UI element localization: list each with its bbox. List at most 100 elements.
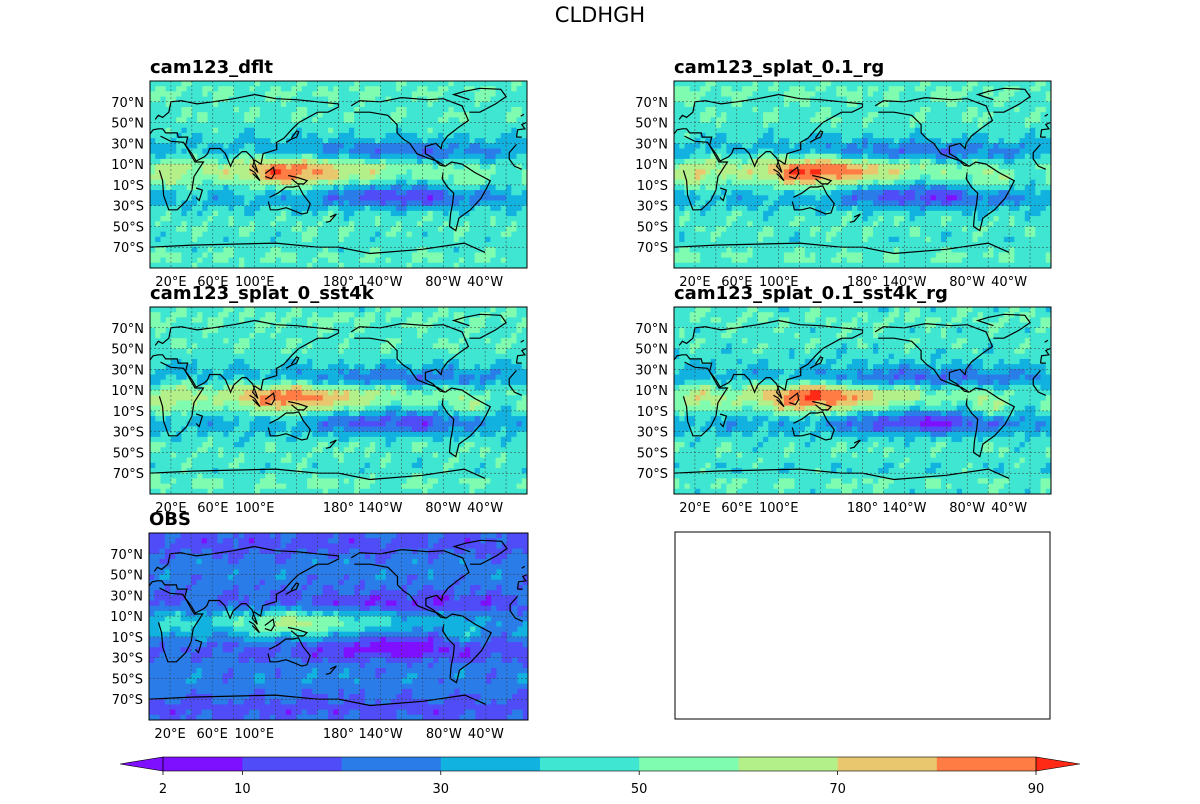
heatmap-cell — [763, 164, 769, 170]
heatmap-cell — [506, 226, 512, 232]
heatmap-cell — [857, 97, 863, 103]
heatmap-cell — [239, 190, 245, 196]
heatmap-cell — [407, 149, 413, 155]
heatmap-cell — [339, 258, 345, 264]
heatmap-cell — [260, 206, 266, 212]
heatmap-cell — [904, 211, 910, 217]
heatmap-cell — [700, 86, 706, 92]
heatmap-cell — [349, 185, 355, 191]
heatmap-cell — [223, 112, 229, 118]
heatmap-cell — [448, 258, 454, 264]
heatmap-cell — [412, 128, 418, 134]
heatmap-cell — [726, 138, 732, 144]
heatmap-cell — [490, 211, 496, 217]
heatmap-cell — [323, 237, 329, 243]
heatmap-cell — [857, 86, 863, 92]
heatmap-cell — [155, 237, 161, 243]
heatmap-cell — [967, 117, 973, 123]
heatmap-cell — [181, 185, 187, 191]
heatmap-cell — [936, 164, 942, 170]
heatmap-cell — [448, 149, 454, 155]
heatmap-cell — [428, 138, 434, 144]
heatmap-cell — [339, 206, 345, 212]
heatmap-cell — [873, 128, 879, 134]
heatmap-cell — [244, 128, 250, 134]
heatmap-cell — [674, 226, 680, 232]
heatmap-cell — [344, 154, 350, 160]
heatmap-cell — [265, 258, 271, 264]
heatmap-cell — [763, 226, 769, 232]
heatmap-cell — [889, 128, 895, 134]
heatmap-cell — [883, 164, 889, 170]
heatmap-cell — [375, 200, 381, 206]
heatmap-cell — [1004, 81, 1010, 87]
lat-tick-label: 50°S — [113, 220, 144, 235]
heatmap-cell — [260, 258, 266, 264]
heatmap-cell — [380, 232, 386, 238]
heatmap-cell — [155, 190, 161, 196]
heatmap-cell — [239, 81, 245, 87]
heatmap-cell — [412, 159, 418, 165]
heatmap-cell — [333, 247, 339, 253]
heatmap-cell — [978, 154, 984, 160]
heatmap-cell — [339, 128, 345, 134]
heatmap-cell — [255, 221, 261, 227]
heatmap-cell — [359, 252, 365, 258]
heatmap-cell — [826, 133, 832, 139]
heatmap-cell — [773, 195, 779, 201]
heatmap-cell — [842, 81, 848, 87]
heatmap-cell — [443, 216, 449, 222]
heatmap-cell — [506, 112, 512, 118]
heatmap-cell — [433, 190, 439, 196]
heatmap-cell — [171, 86, 177, 92]
heatmap-cell — [700, 185, 706, 191]
heatmap-cell — [705, 175, 711, 181]
heatmap-cell — [978, 200, 984, 206]
heatmap-cell — [459, 200, 465, 206]
heatmap-cell — [894, 86, 900, 92]
heatmap-cell — [936, 195, 942, 201]
heatmap-cell — [213, 211, 219, 217]
heatmap-cell — [407, 169, 413, 175]
heatmap-cell — [469, 149, 475, 155]
heatmap-cell — [333, 123, 339, 129]
heatmap-cell — [747, 128, 753, 134]
heatmap-cell — [674, 143, 680, 149]
heatmap-cell — [957, 216, 963, 222]
heatmap-cell — [737, 128, 743, 134]
heatmap-cell — [501, 190, 507, 196]
heatmap-cell — [333, 226, 339, 232]
heatmap-cell — [401, 143, 407, 149]
heatmap-cell — [993, 221, 999, 227]
heatmap-cell — [260, 200, 266, 206]
heatmap-cell — [936, 190, 942, 196]
heatmap-cell — [863, 206, 869, 212]
heatmap-cell — [192, 138, 198, 144]
heatmap-cell — [234, 211, 240, 217]
heatmap-cell — [952, 133, 958, 139]
heatmap-cell — [952, 211, 958, 217]
heatmap-cell — [166, 149, 172, 155]
heatmap-cell — [208, 81, 214, 87]
heatmap-cell — [417, 190, 423, 196]
heatmap-cell — [889, 216, 895, 222]
heatmap-cell — [868, 107, 874, 113]
heatmap-cell — [1030, 112, 1036, 118]
heatmap-cell — [380, 221, 386, 227]
heatmap-cell — [386, 154, 392, 160]
heatmap-cell — [868, 102, 874, 108]
heatmap-cell — [312, 195, 318, 201]
heatmap-cell — [920, 164, 926, 170]
heatmap-cell — [925, 232, 931, 238]
heatmap-cell — [281, 211, 287, 217]
heatmap-cell — [894, 175, 900, 181]
heatmap-cell — [339, 252, 345, 258]
heatmap-cell — [223, 185, 229, 191]
heatmap-cell — [375, 159, 381, 165]
heatmap-cell — [679, 211, 685, 217]
heatmap-cell — [270, 232, 276, 238]
heatmap-cell — [684, 97, 690, 103]
heatmap-cell — [328, 185, 334, 191]
heatmap-cell — [847, 216, 853, 222]
heatmap-cell — [428, 102, 434, 108]
